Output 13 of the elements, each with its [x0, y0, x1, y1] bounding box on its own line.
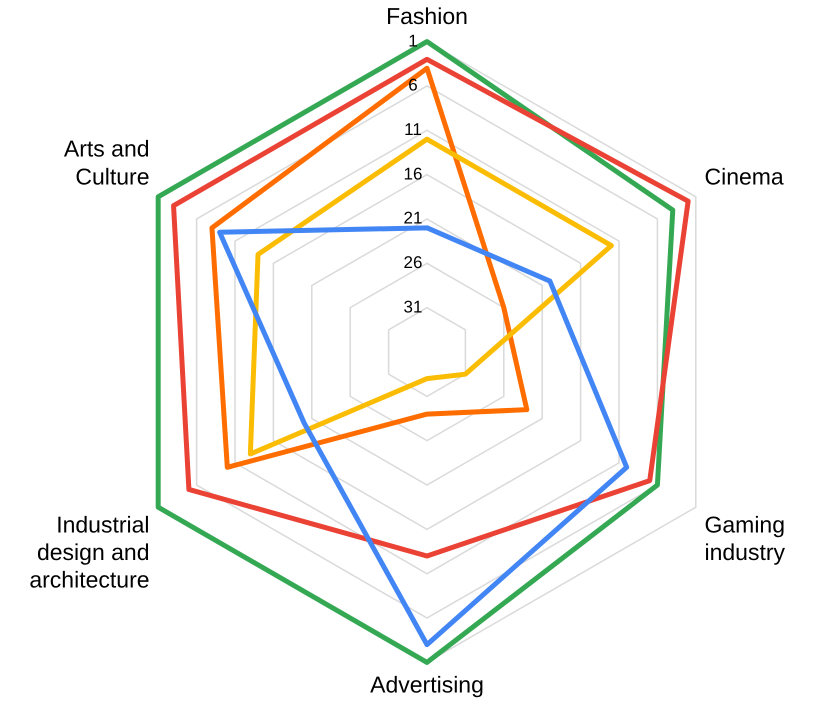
y-tick-label: 21	[404, 208, 422, 228]
y-tick-label: 16	[404, 164, 422, 184]
y-tick-label: 26	[404, 253, 422, 272]
spoke-label: Advertising	[370, 672, 484, 698]
spoke-label: Gaming industry	[704, 511, 786, 565]
y-tick-label: 6	[408, 76, 418, 95]
y-tick-label: 31	[404, 297, 422, 316]
spoke-label: Fashion	[386, 3, 468, 30]
spoke-label: Industrial design and architecture	[29, 511, 150, 593]
spoke-label: Arts and Culture	[64, 136, 150, 190]
y-tick-label: 11	[404, 120, 422, 139]
spoke-label: Cinema	[704, 163, 784, 190]
y-tick-label: 1	[408, 31, 418, 50]
